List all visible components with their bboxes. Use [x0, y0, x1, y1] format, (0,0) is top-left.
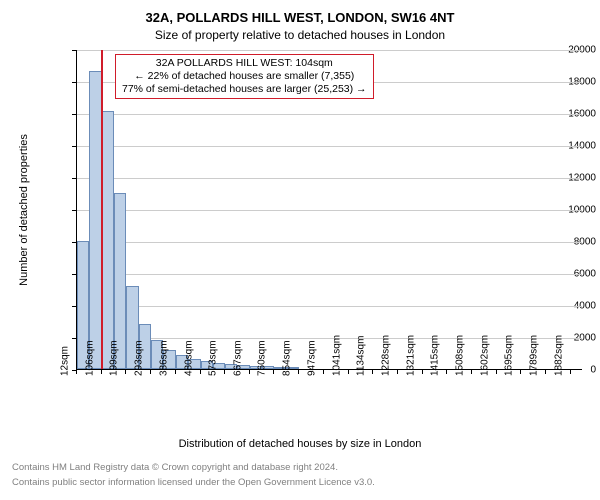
x-tick-label: 12sqm	[60, 346, 71, 376]
x-tick-label: 854sqm	[282, 340, 293, 376]
x-tick-mark	[545, 370, 546, 374]
x-tick-mark	[496, 370, 497, 374]
grid-line	[77, 50, 582, 51]
x-tick-mark	[249, 370, 250, 374]
x-tick-label: 760sqm	[257, 340, 268, 376]
x-tick-label: 480sqm	[183, 340, 194, 376]
x-tick-mark	[372, 370, 373, 374]
grid-line	[77, 274, 582, 275]
infobox-line: 77% of semi-detached houses are larger (…	[122, 83, 367, 96]
x-tick-mark	[446, 370, 447, 374]
grid-line	[77, 242, 582, 243]
info-annotation-box: 32A POLLARDS HILL WEST: 104sqm ← 22% of …	[115, 54, 374, 99]
footer-copyright-1: Contains HM Land Registry data © Crown c…	[12, 462, 338, 473]
x-tick-label: 573sqm	[208, 340, 219, 376]
grid-line	[77, 114, 582, 115]
x-tick-label: 1134sqm	[356, 336, 367, 376]
x-tick-label: 386sqm	[158, 340, 169, 376]
x-tick-label: 106sqm	[84, 340, 95, 376]
y-axis-label: Number of detached properties	[18, 50, 30, 370]
x-tick-mark	[125, 370, 126, 374]
x-tick-mark	[224, 370, 225, 374]
x-tick-mark	[76, 370, 77, 374]
x-tick-label: 947sqm	[306, 340, 317, 376]
histogram-bar	[102, 111, 114, 369]
reference-line	[101, 50, 103, 369]
x-tick-label: 1041sqm	[331, 335, 342, 376]
histogram-bar	[89, 71, 101, 369]
x-tick-mark	[397, 370, 398, 374]
x-tick-label: 1602sqm	[479, 335, 490, 376]
grid-line	[77, 178, 582, 179]
grid-line	[77, 146, 582, 147]
x-tick-label: 293sqm	[134, 340, 145, 376]
x-tick-label: 1321sqm	[405, 335, 416, 376]
x-tick-mark	[471, 370, 472, 374]
x-tick-mark	[348, 370, 349, 374]
x-axis-label: Distribution of detached houses by size …	[0, 438, 600, 450]
x-tick-mark	[298, 370, 299, 374]
infobox-line: 32A POLLARDS HILL WEST: 104sqm	[122, 57, 367, 70]
chart-subtitle: Size of property relative to detached ho…	[0, 28, 600, 42]
x-tick-label: 1789sqm	[529, 335, 540, 376]
grid-line	[77, 306, 582, 307]
x-tick-mark	[175, 370, 176, 374]
x-tick-mark	[323, 370, 324, 374]
footer-copyright-2: Contains public sector information licen…	[12, 477, 375, 488]
x-tick-mark	[150, 370, 151, 374]
x-tick-mark	[273, 370, 274, 374]
x-tick-mark	[422, 370, 423, 374]
x-tick-mark	[520, 370, 521, 374]
x-tick-label: 199sqm	[109, 340, 120, 376]
x-tick-mark	[200, 370, 201, 374]
x-tick-label: 1415sqm	[430, 335, 441, 376]
x-tick-mark	[570, 370, 571, 374]
chart-container: { "layout": { "title_top": 10, "title_fo…	[0, 0, 600, 500]
x-tick-label: 667sqm	[232, 340, 243, 376]
x-tick-mark	[101, 370, 102, 374]
infobox-line: ← 22% of detached houses are smaller (7,…	[122, 70, 367, 83]
x-tick-label: 1228sqm	[380, 335, 391, 376]
grid-line	[77, 210, 582, 211]
chart-title: 32A, POLLARDS HILL WEST, LONDON, SW16 4N…	[0, 10, 600, 25]
x-tick-label: 1695sqm	[504, 335, 515, 376]
x-tick-label: 1508sqm	[454, 335, 465, 376]
x-tick-label: 1882sqm	[553, 335, 564, 376]
